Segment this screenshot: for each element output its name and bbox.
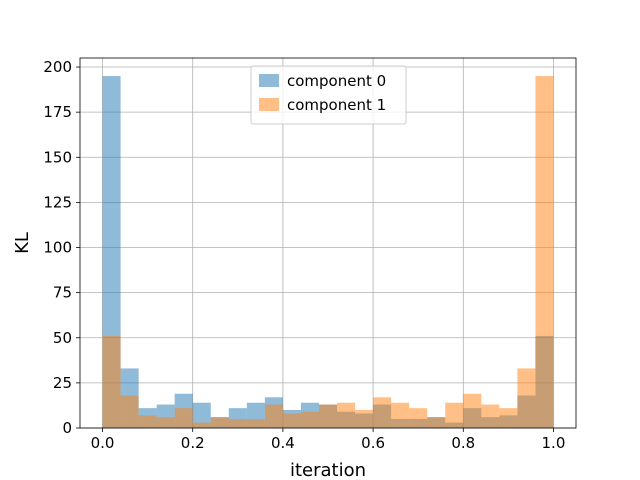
y-tick-label: 150 <box>43 148 72 166</box>
bar-series-1 <box>138 415 157 428</box>
legend-swatch <box>259 98 279 111</box>
bar-series-1 <box>210 417 229 428</box>
y-tick-label: 50 <box>53 329 72 347</box>
x-tick-label: 0.8 <box>451 434 475 452</box>
bar-series-1 <box>391 402 410 428</box>
bar-series-1 <box>517 368 536 428</box>
x-tick-label: 0.2 <box>181 434 205 452</box>
bar-series-1 <box>246 418 265 428</box>
y-tick-label: 75 <box>53 284 72 302</box>
x-tick-label: 0.0 <box>91 434 115 452</box>
legend-label: component 0 <box>287 72 386 90</box>
bar-series-1 <box>264 404 283 428</box>
legend-box <box>250 65 407 125</box>
y-tick-label: 25 <box>53 374 72 392</box>
bar-series-1 <box>355 409 374 428</box>
bar-series-1 <box>192 422 211 428</box>
y-tick-label: 200 <box>43 58 72 76</box>
y-tick-label: 0 <box>62 419 72 437</box>
bar-series-1 <box>427 417 446 428</box>
bar-series-1 <box>409 408 428 428</box>
bar-series-1 <box>228 418 247 428</box>
x-axis-label: iteration <box>290 460 366 480</box>
bar-series-1 <box>102 335 121 428</box>
x-axis-ticks: 0.0 0.2 0.4 0.6 0.8 1.0 <box>91 428 566 452</box>
bar-series-1 <box>318 404 338 428</box>
legend: component 0 component 1 <box>250 65 407 125</box>
y-tick-label: 100 <box>43 239 72 257</box>
bar-series-1 <box>499 408 518 428</box>
x-tick-label: 0.6 <box>361 434 385 452</box>
bar-series-1 <box>337 402 356 428</box>
bar-series-1 <box>535 76 554 429</box>
y-tick-label: 175 <box>43 103 72 121</box>
histogram-bars <box>102 76 554 429</box>
plot-frame <box>79 57 577 429</box>
legend-label: component 1 <box>287 96 386 114</box>
x-tick-label: 0.4 <box>271 434 295 452</box>
bar-series-1 <box>463 393 482 428</box>
bar-series-1 <box>156 417 175 428</box>
y-axis-ticks: 0 25 50 75 100 125 150 175 200 <box>43 58 80 437</box>
bar-series-1 <box>120 395 139 428</box>
x-tick-label: 1.0 <box>542 434 566 452</box>
legend-swatch <box>259 74 279 87</box>
bar-series-1 <box>174 408 193 428</box>
bar-series-1 <box>373 397 392 428</box>
y-tick-label: 125 <box>43 193 72 211</box>
bar-series-0 <box>192 402 211 428</box>
y-axis-label: KL <box>12 232 33 254</box>
bar-series-1 <box>481 404 500 428</box>
bar-series-1 <box>282 413 301 428</box>
bar-series-1 <box>300 411 319 428</box>
bar-series-1 <box>445 402 464 428</box>
